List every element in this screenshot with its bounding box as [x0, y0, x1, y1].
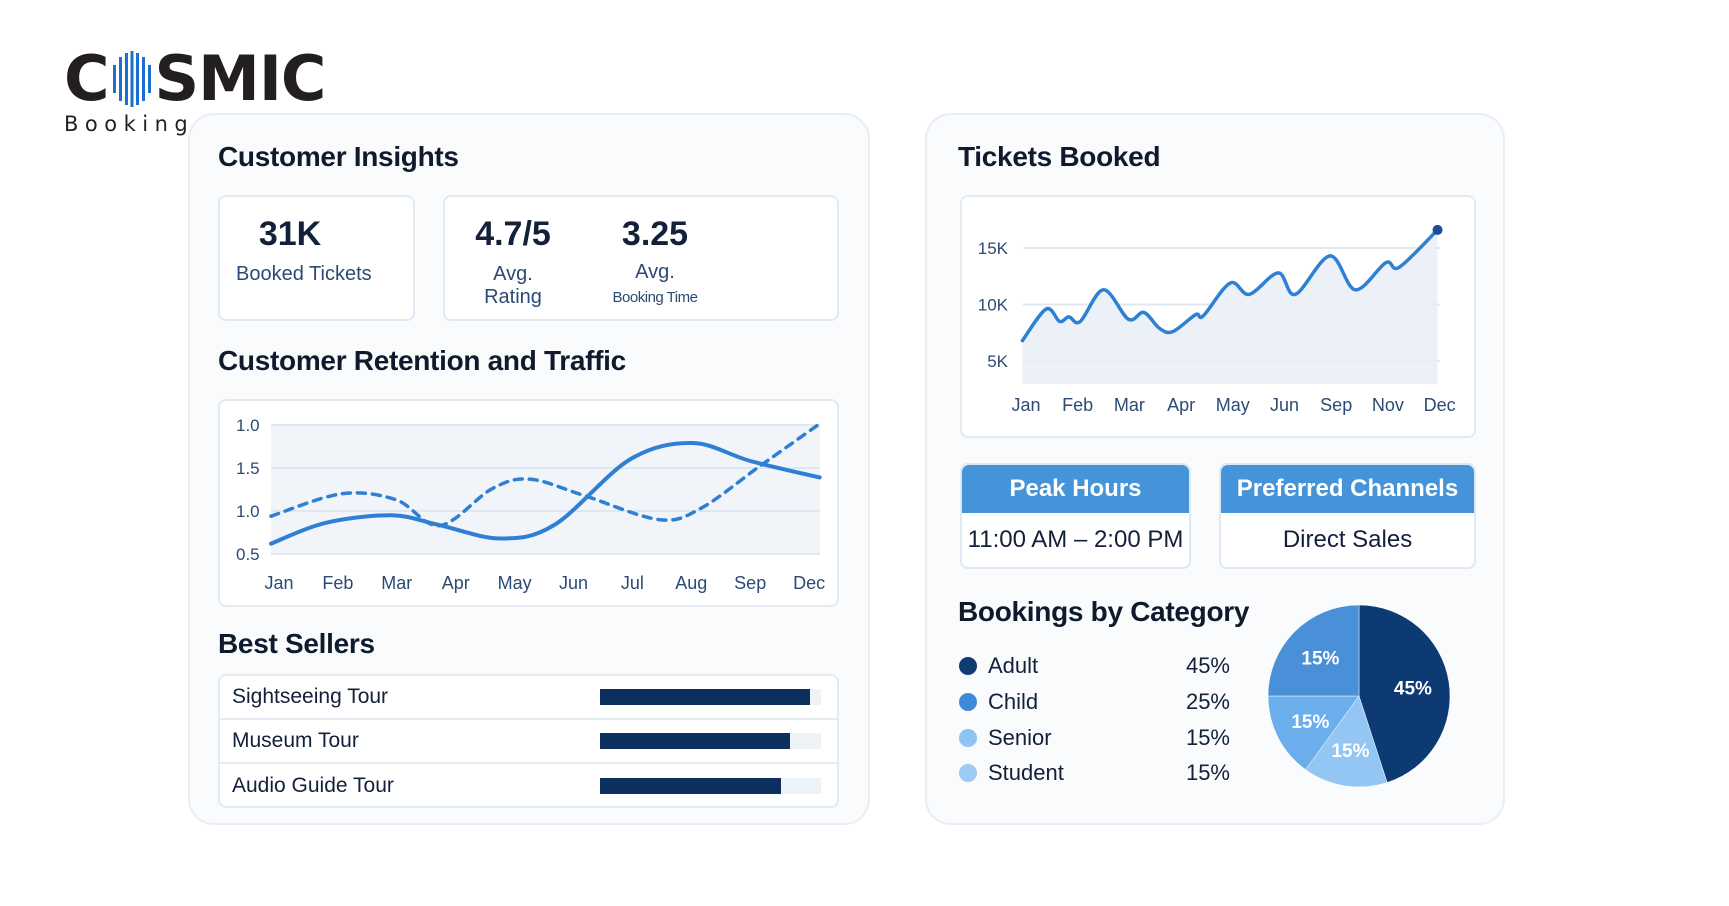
pie-slice-label: 15%	[1331, 741, 1369, 762]
x-tick-label: Jan	[264, 573, 293, 593]
pie-slice-label: 15%	[1301, 648, 1339, 669]
stat-card-rating-time: 4.7/5 Avg. Rating 3.25 Avg. Booking Time	[443, 195, 839, 321]
avg-booking-time-sublabel: Booking Time	[612, 289, 698, 306]
best-sellers-table: Sightseeing Tour Museum Tour Audio Guide…	[218, 674, 839, 808]
legend-label: Child	[988, 689, 1039, 714]
x-tick-label: Sep	[734, 573, 766, 593]
pie-slice-adult	[1358, 604, 1451, 783]
stat-card-booked-tickets: 31K Booked Tickets	[218, 195, 415, 321]
best-seller-label: Sightseeing Tour	[232, 685, 389, 708]
legend-label: Adult	[988, 653, 1039, 678]
y-tick-label: 5K	[987, 352, 1008, 371]
x-tick-label: Feb	[322, 573, 353, 593]
best-seller-row[interactable]: Museum Tour	[220, 720, 837, 764]
avg-booking-time-value: 3.25	[621, 215, 689, 253]
customer-insights-title: Customer Insights	[218, 141, 459, 172]
y-tick-label: 1.0	[236, 502, 260, 521]
legend-item-student: Student 15%	[958, 758, 1230, 788]
avg-rating-label: Avg. Rating	[484, 263, 542, 308]
pie-slice-senior	[1267, 695, 1360, 770]
x-tick-label: Sep	[1320, 395, 1352, 415]
avg-booking-time-label: Avg.	[635, 261, 675, 283]
x-tick-label: Feb	[1062, 395, 1093, 415]
x-tick-label: Mar	[381, 573, 412, 593]
legend-dot-icon	[959, 729, 977, 747]
retention-chart-box: 1.0 1.5 1.0 0.5 Jan Feb Mar Apr May Jun Jul Aug Sep D…	[218, 399, 839, 607]
bookings-pie-chart: 45%15%15%15%	[1267, 604, 1451, 788]
peak-hours-header: Peak Hours	[962, 465, 1189, 513]
tickets-chart-box: 15K 10K 5K Jan Feb Mar Apr May Jun Sep Nov Dec	[960, 195, 1476, 438]
best-seller-bar-track	[600, 689, 821, 705]
y-tick-label: 1.5	[236, 459, 260, 478]
legend-label: Senior	[988, 725, 1052, 750]
legend-item-child: Child 25%	[958, 687, 1230, 717]
best-seller-row[interactable]: Audio Guide Tour	[220, 764, 837, 808]
x-tick-label: Apr	[442, 573, 470, 593]
preferred-channels-header: Preferred Channels	[1221, 465, 1474, 513]
booked-tickets-label: Booked Tickets	[236, 263, 372, 285]
x-tick-label: Mar	[1114, 395, 1145, 415]
pie-slice-student	[1305, 695, 1388, 788]
legend-percent: 25%	[1185, 689, 1230, 714]
tickets-chart: 15K 10K 5K Jan Feb Mar Apr May Jun Sep Nov Dec	[978, 224, 1456, 415]
tickets-area	[1022, 229, 1438, 384]
x-tick-label: Apr	[1167, 395, 1195, 415]
retention-line-solid	[269, 441, 822, 546]
logo-letters-smic: SMIC	[154, 42, 327, 115]
best-seller-bar-track	[600, 733, 821, 749]
best-seller-bar	[600, 689, 810, 705]
legend-percent: 45%	[1185, 653, 1230, 678]
y-tick-label: 1.0	[236, 416, 260, 435]
best-seller-label: Audio Guide Tour	[232, 774, 394, 797]
x-tick-label: Dec	[793, 573, 825, 593]
best-seller-bar	[600, 778, 782, 794]
preferred-channels-value: Direct Sales	[1282, 526, 1413, 553]
tickets-last-point	[1432, 224, 1443, 235]
retention-title: Customer Retention and Traffic	[218, 345, 626, 376]
x-tick-label: May	[1216, 395, 1250, 415]
x-tick-label: Jun	[559, 573, 588, 593]
best-seller-bar	[600, 733, 791, 749]
legend-item-adult: Adult 45%	[958, 651, 1230, 681]
tickets-line	[1020, 228, 1440, 343]
best-seller-bar-track	[600, 778, 821, 794]
preferred-channels-card: Preferred Channels Direct Sales	[1219, 463, 1476, 569]
pie-slice-child	[1267, 604, 1360, 697]
legend-item-senior: Senior 15%	[958, 723, 1230, 753]
x-tick-label: Jun	[1270, 395, 1299, 415]
logo-o-stripes-icon	[112, 51, 151, 107]
best-sellers-title: Best Sellers	[218, 628, 375, 659]
y-tick-label: 10K	[978, 296, 1009, 315]
pie-slice-label: 45%	[1394, 678, 1432, 699]
legend-dot-icon	[959, 693, 977, 711]
pie-slice-label: 15%	[1291, 712, 1329, 733]
bookings-by-category-title: Bookings by Category	[958, 596, 1250, 627]
plot-area	[271, 425, 820, 554]
peak-hours-card: Peak Hours 11:00 AM – 2:00 PM	[960, 463, 1191, 569]
x-tick-label: Aug	[675, 573, 707, 593]
x-tick-label: Dec	[1424, 395, 1456, 415]
x-tick-label: May	[498, 573, 532, 593]
peak-hours-value: 11:00 AM – 2:00 PM	[967, 526, 1184, 553]
x-tick-label: Jan	[1011, 395, 1040, 415]
legend-percent: 15%	[1185, 725, 1230, 750]
logo-wordmark: C SMIC	[64, 42, 327, 115]
traffic-line-dashed	[269, 423, 820, 528]
legend-dot-icon	[959, 657, 977, 675]
y-tick-label: 0.5	[236, 545, 260, 564]
x-tick-label: Nov	[1372, 395, 1404, 415]
logo-letter-c: C	[64, 42, 110, 115]
best-seller-label: Museum Tour	[232, 729, 359, 752]
y-tick-label: 15K	[978, 239, 1009, 258]
best-seller-row[interactable]: Sightseeing Tour	[220, 676, 837, 720]
legend-dot-icon	[959, 764, 977, 782]
booked-tickets-value: 31K	[258, 215, 322, 253]
tickets-booked-title: Tickets Booked	[958, 141, 1161, 172]
legend-percent: 15%	[1185, 760, 1230, 785]
x-tick-label: Jul	[621, 573, 644, 593]
legend-label: Student	[988, 760, 1064, 785]
avg-rating-value: 4.7/5	[475, 215, 551, 253]
